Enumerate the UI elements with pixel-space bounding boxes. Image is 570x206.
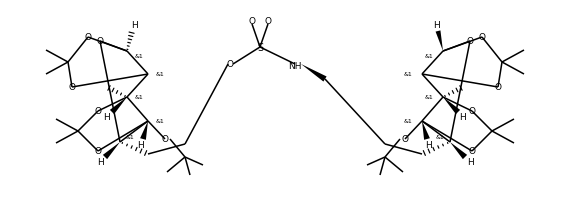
Text: H: H (426, 141, 433, 150)
Text: &1: &1 (404, 119, 412, 124)
Polygon shape (301, 65, 327, 82)
Text: H: H (433, 21, 439, 30)
Text: O: O (264, 16, 271, 25)
Text: &1: &1 (425, 54, 433, 59)
Polygon shape (435, 31, 443, 52)
Text: O: O (478, 33, 486, 42)
Text: &1: &1 (425, 95, 433, 100)
Polygon shape (450, 142, 467, 159)
Text: H: H (104, 113, 111, 122)
Text: &1: &1 (404, 72, 412, 77)
Text: &1: &1 (156, 72, 164, 77)
Text: O: O (466, 37, 474, 46)
Text: H: H (459, 113, 466, 122)
Text: O: O (84, 33, 92, 42)
Text: O: O (68, 83, 75, 92)
Text: NH: NH (288, 62, 302, 71)
Polygon shape (422, 121, 430, 140)
Text: O: O (495, 83, 502, 92)
Text: O: O (469, 147, 475, 156)
Text: &1: &1 (135, 54, 144, 59)
Text: O: O (249, 16, 255, 25)
Text: O: O (95, 107, 101, 116)
Text: O: O (161, 135, 169, 144)
Text: H: H (137, 141, 144, 150)
Text: H: H (467, 158, 473, 167)
Text: S: S (257, 43, 263, 53)
Text: H: H (131, 21, 137, 30)
Polygon shape (140, 121, 148, 140)
Text: O: O (96, 37, 104, 46)
Text: O: O (226, 60, 234, 69)
Polygon shape (103, 142, 120, 159)
Text: O: O (401, 135, 409, 144)
Text: O: O (469, 107, 475, 116)
Polygon shape (443, 97, 460, 115)
Polygon shape (110, 97, 127, 115)
Text: &1: &1 (156, 119, 164, 124)
Text: &1: &1 (435, 135, 445, 140)
Text: O: O (95, 147, 101, 156)
Text: &1: &1 (125, 135, 135, 140)
Text: H: H (97, 158, 103, 167)
Text: &1: &1 (135, 95, 144, 100)
